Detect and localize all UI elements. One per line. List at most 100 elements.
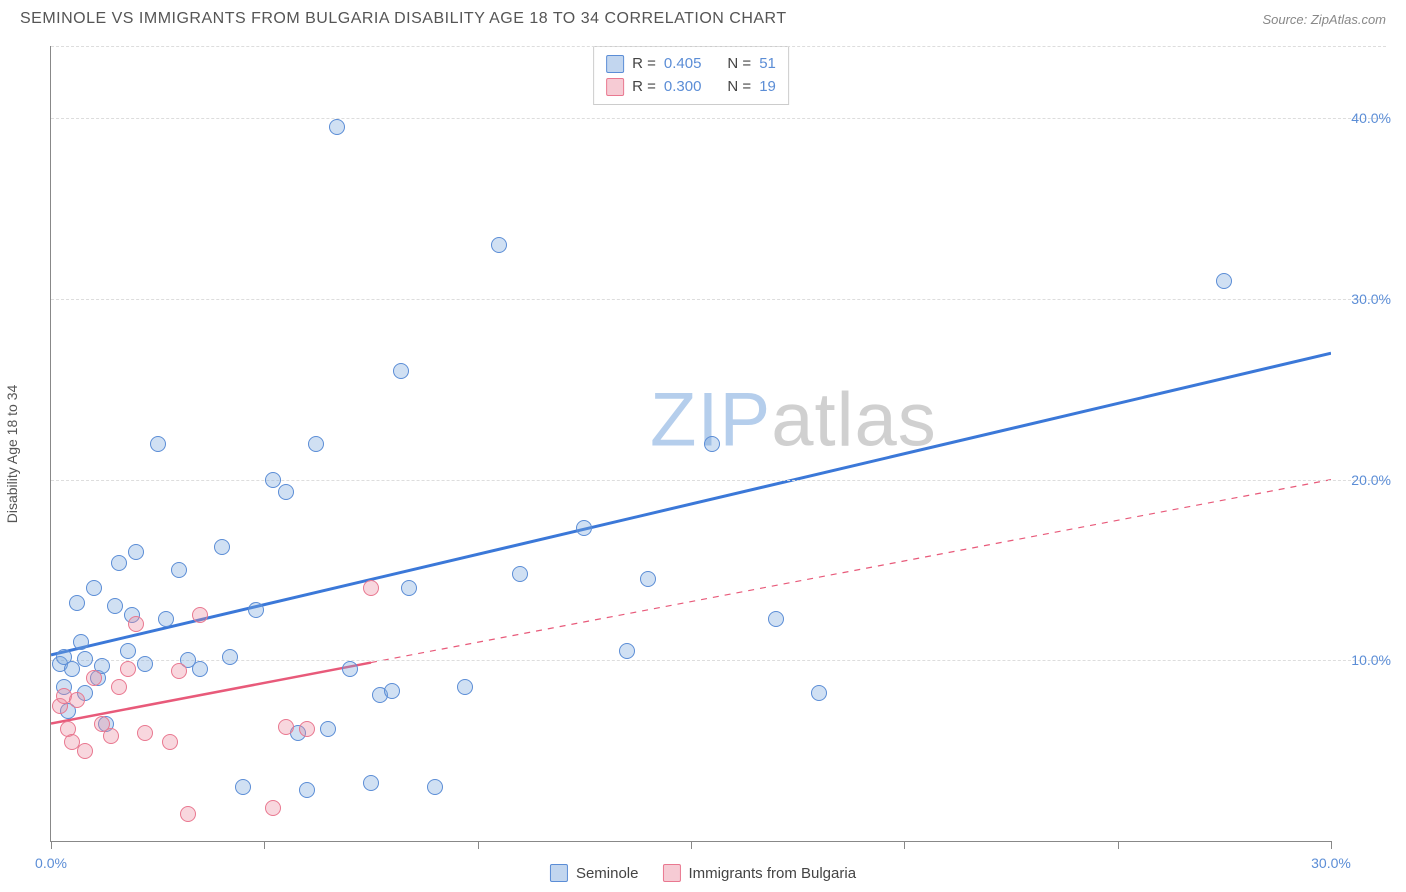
data-point [214,539,230,555]
data-point [576,520,592,536]
data-point [128,616,144,632]
grid-line [51,660,1386,661]
data-point [171,663,187,679]
data-point [308,436,324,452]
regression-lines [51,46,1331,841]
data-point [811,685,827,701]
data-point [69,595,85,611]
legend-stat-row: R = 0.405 N = 51 [606,53,776,76]
data-point [107,598,123,614]
watermark-atlas: atlas [771,377,937,462]
data-point [111,679,127,695]
y-tick-label: 40.0% [1351,110,1391,126]
data-point [248,602,264,618]
r-value: 0.405 [664,53,702,76]
legend-label: Seminole [576,865,639,882]
r-label: R = [632,53,656,76]
data-point [299,782,315,798]
grid-line [51,299,1386,300]
x-tick [904,841,905,849]
data-point [265,472,281,488]
x-tick [1118,841,1119,849]
grid-line [51,480,1386,481]
data-point [150,436,166,452]
data-point [363,580,379,596]
data-point [363,775,379,791]
legend-stats: R = 0.405 N = 51 R = 0.300 N = 19 [593,46,789,105]
data-point [619,643,635,659]
n-label: N = [727,53,751,76]
data-point [64,661,80,677]
y-axis-label: Disability Age 18 to 34 [4,385,20,524]
scatter-chart: ZIPatlas R =0.405N =51R =0.300N =19 10.0… [50,46,1331,842]
data-point [120,643,136,659]
data-point [158,611,174,627]
data-point [77,651,93,667]
data-point [137,725,153,741]
data-point [111,555,127,571]
n-value: 19 [759,76,776,99]
n-label: N = [727,76,751,99]
data-point [1216,273,1232,289]
data-point [299,721,315,737]
data-point [768,611,784,627]
data-point [278,484,294,500]
data-point [342,661,358,677]
data-point [192,607,208,623]
x-tick [1331,841,1332,849]
data-point [73,634,89,650]
data-point [180,806,196,822]
grid-line [51,46,1386,47]
data-point [427,779,443,795]
data-point [265,800,281,816]
x-tick [51,841,52,849]
data-point [222,649,238,665]
legend-item: Seminole [550,864,639,882]
chart-title: SEMINOLE VS IMMIGRANTS FROM BULGARIA DIS… [20,10,787,28]
n-value: 51 [759,53,776,76]
y-tick-label: 30.0% [1351,291,1391,307]
legend-series: Seminole Immigrants from Bulgaria [550,864,856,882]
x-tick-label: 30.0% [1311,855,1351,871]
legend-swatch [606,78,624,96]
data-point [329,119,345,135]
data-point [457,679,473,695]
data-point [401,580,417,596]
data-point [512,566,528,582]
data-point [278,719,294,735]
legend-swatch [550,864,568,882]
legend-stat-row: R = 0.300 N = 19 [606,76,776,99]
data-point [69,692,85,708]
legend-swatch [606,55,624,73]
data-point [86,580,102,596]
r-label: R = [632,76,656,99]
data-point [77,743,93,759]
data-point [640,571,656,587]
data-point [128,544,144,560]
data-point [384,683,400,699]
legend-item: Immigrants from Bulgaria [662,864,856,882]
data-point [171,562,187,578]
data-point [103,728,119,744]
data-point [491,237,507,253]
data-point [120,661,136,677]
x-tick [264,841,265,849]
data-point [86,670,102,686]
x-tick [691,841,692,849]
y-tick-label: 20.0% [1351,472,1391,488]
watermark: ZIPatlas [650,376,937,463]
grid-line [51,118,1386,119]
data-point [162,734,178,750]
data-point [192,661,208,677]
legend-swatch [662,864,680,882]
data-point [704,436,720,452]
data-point [235,779,251,795]
r-value: 0.300 [664,76,702,99]
data-point [393,363,409,379]
legend-label: Immigrants from Bulgaria [688,865,856,882]
source-attribution: Source: ZipAtlas.com [1262,12,1386,27]
x-tick [478,841,479,849]
y-tick-label: 10.0% [1351,652,1391,668]
data-point [137,656,153,672]
x-tick-label: 0.0% [35,855,67,871]
